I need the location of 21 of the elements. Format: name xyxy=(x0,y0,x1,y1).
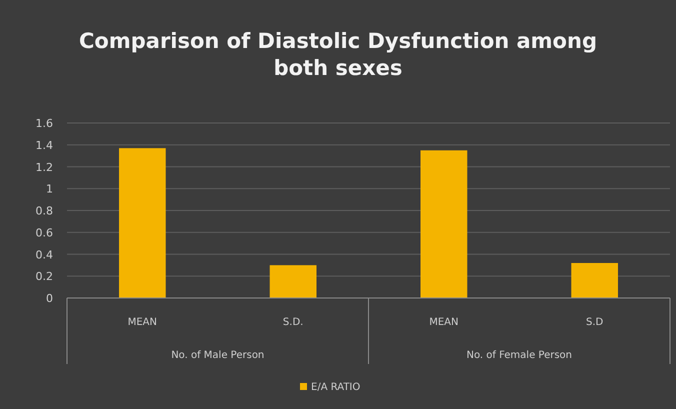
y-tick-label: 0.2 xyxy=(36,270,53,284)
y-tick-label: 1 xyxy=(46,182,53,196)
x-tick-label: S.D. xyxy=(282,317,304,328)
bar xyxy=(119,148,166,298)
y-tick-label: 0.4 xyxy=(36,248,53,262)
x-tick-label: MEAN xyxy=(429,317,459,328)
bar xyxy=(420,150,468,298)
text: No. of Male Person xyxy=(171,350,264,361)
x-tick-label: MEAN xyxy=(128,317,158,328)
y-tick-label: 0.6 xyxy=(36,226,53,240)
legend-label: E/A RATIO xyxy=(311,382,360,393)
y-tick-label: 1.4 xyxy=(36,138,53,152)
y-tick-label: 1.2 xyxy=(36,160,53,174)
y-tick-label: 0.8 xyxy=(36,204,53,218)
y-tick-label: 0 xyxy=(46,292,53,305)
text: No. of Female Person xyxy=(466,350,572,361)
chart-title: Comparison of Diastolic Dysfunction among both sexes xyxy=(79,29,597,80)
y-tick-label: 1.6 xyxy=(36,117,53,130)
bar xyxy=(270,265,316,298)
bar xyxy=(571,263,618,298)
x-tick-label: S.D xyxy=(586,317,604,328)
